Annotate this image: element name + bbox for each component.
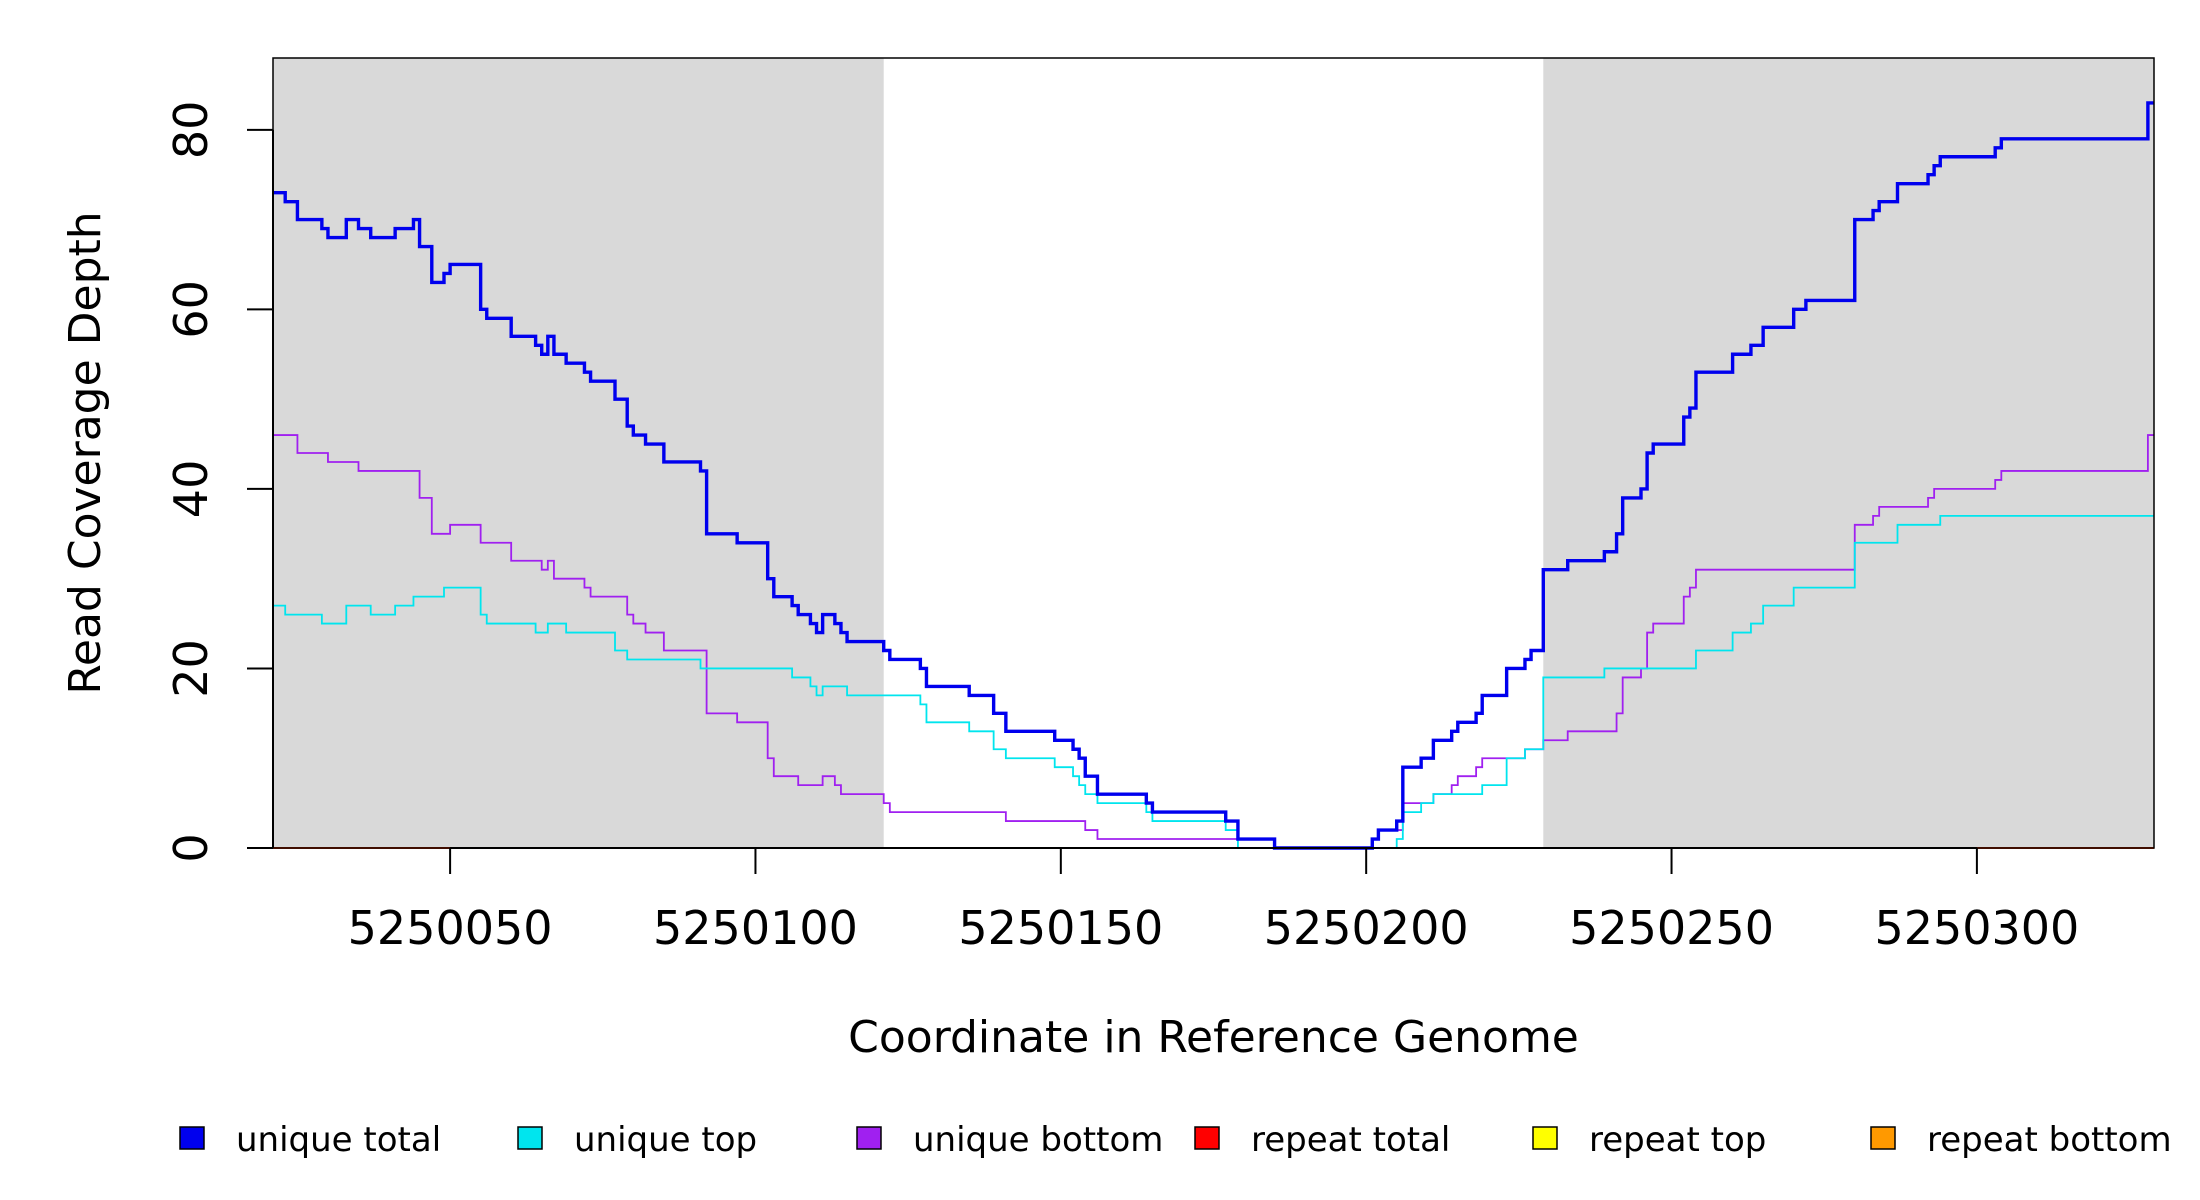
x-tick-label: 5250300 (1874, 901, 2079, 955)
y-axis: 0 20 40 60 80 (164, 101, 274, 863)
legend-label-repeat-total: repeat total (1251, 1120, 1450, 1160)
x-axis: 5250050 5250100 5250150 5250200 5250250 52503… (348, 847, 2079, 955)
x-tick-label: 5250050 (348, 901, 553, 955)
x-tick-label: 5250100 (653, 901, 858, 955)
y-tick-label: 0 (164, 833, 218, 862)
x-tick-label: 5250250 (1569, 901, 1774, 955)
shaded-region-2 (1543, 58, 2154, 848)
legend-swatch-unique-top (517, 1126, 543, 1150)
y-tick-label: 20 (164, 639, 218, 698)
legend-label-repeat-top: repeat top (1589, 1120, 1766, 1160)
legend-swatch-repeat-bottom (1870, 1126, 1896, 1150)
series-line-unique-total (273, 101, 2154, 850)
legend-label-unique-top: unique top (574, 1120, 757, 1160)
y-tick-label: 60 (164, 280, 218, 339)
series-line-unique-top (273, 514, 2154, 849)
x-tick-label: 5250150 (958, 901, 1163, 955)
legend-label-unique-total: unique total (236, 1120, 441, 1160)
legend-label-repeat-bottom: repeat bottom (1927, 1120, 2172, 1160)
legend-swatch-repeat-total (1194, 1126, 1220, 1150)
y-axis-title: Read Coverage Depth (60, 211, 111, 694)
y-tick-label: 80 (164, 101, 218, 160)
x-axis-title: Coordinate in Reference Genome (848, 1012, 1579, 1063)
x-tick-label: 5250200 (1264, 901, 1469, 955)
legend: unique total unique top unique bottom repea… (179, 1120, 2172, 1160)
series-line-unique-bottom (273, 434, 2154, 849)
legend-swatch-repeat-top (1532, 1126, 1558, 1150)
shaded-regions (273, 58, 2154, 848)
legend-label-unique-bottom: unique bottom (913, 1120, 1163, 1160)
legend-swatch-unique-bottom (856, 1126, 882, 1150)
legend-swatch-unique-total (179, 1126, 205, 1150)
shaded-region-1 (273, 58, 884, 848)
y-tick-label: 40 (164, 460, 218, 519)
